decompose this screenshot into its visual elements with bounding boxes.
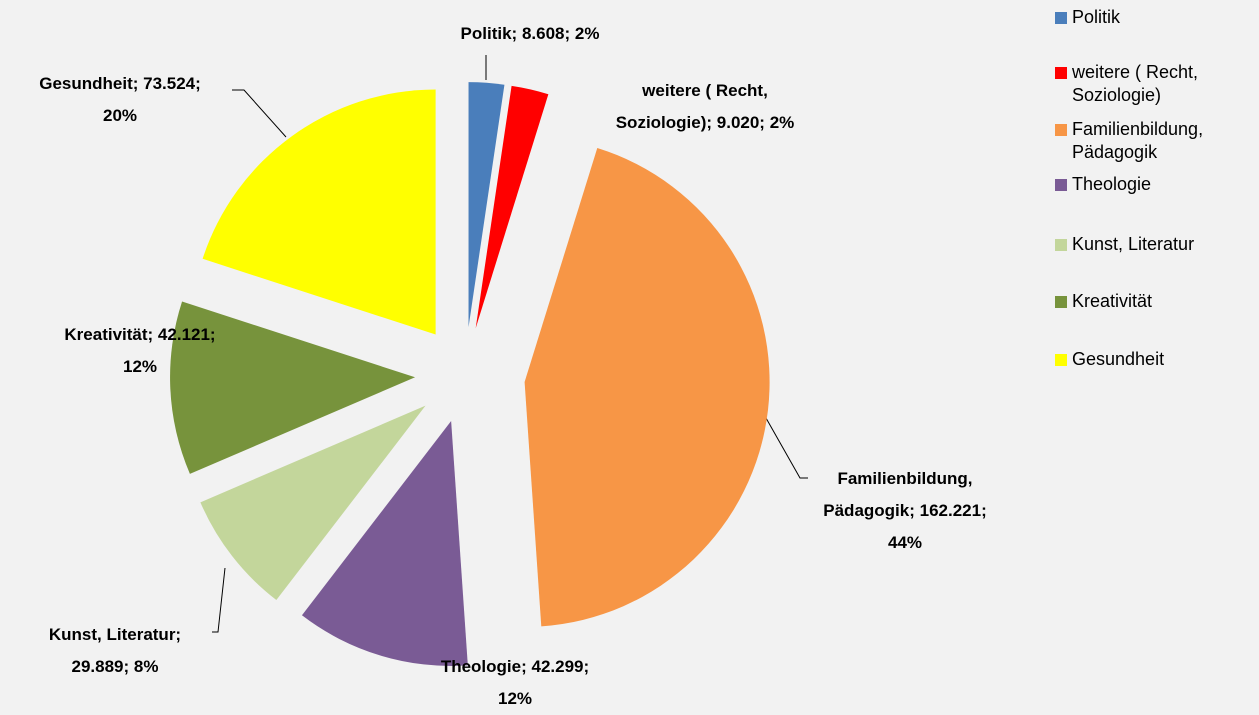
- legend-label-line: Familienbildung,: [1072, 119, 1203, 139]
- data-label-line: Kunst, Literatur;: [49, 625, 181, 644]
- pie-slice: [524, 148, 770, 627]
- leader-line: [212, 567, 226, 633]
- leader-line: [765, 417, 808, 479]
- pie-slice: [301, 420, 468, 666]
- data-label-line: 29.889; 8%: [72, 657, 159, 676]
- legend-label-line: Theologie: [1072, 174, 1151, 194]
- legend-label: Theologie: [1072, 174, 1151, 194]
- data-label-line: 12%: [123, 357, 157, 376]
- legend-label: Kunst, Literatur: [1072, 234, 1194, 254]
- data-label: weitere ( Recht, Soziologie); 9.020; 2%: [616, 81, 795, 132]
- data-label: Theologie; 42.299; 12%: [441, 657, 589, 708]
- legend-label: Kreativität: [1072, 291, 1152, 311]
- legend-swatch: [1055, 124, 1067, 136]
- data-label-line: 20%: [103, 106, 137, 125]
- pie-slice: [475, 85, 549, 329]
- legend-label: Politik: [1072, 7, 1121, 27]
- data-label-line: Gesundheit; 73.524;: [39, 74, 201, 93]
- legend-label-line: Gesundheit: [1072, 349, 1164, 369]
- data-label-line: 44%: [888, 533, 922, 552]
- data-label: Gesundheit; 73.524; 20%: [39, 74, 201, 125]
- data-label-line: Politik; 8.608; 2%: [461, 24, 600, 43]
- data-label-line: Familienbildung,: [837, 469, 972, 488]
- data-label: Familienbildung, Pädagogik; 162.221; 44%: [823, 469, 986, 552]
- data-label-line: weitere ( Recht,: [641, 81, 768, 100]
- pie-slice: [468, 82, 505, 328]
- data-label-line: Pädagogik; 162.221;: [823, 501, 986, 520]
- legend-swatch: [1055, 12, 1067, 24]
- legend-label: Gesundheit: [1072, 349, 1164, 369]
- leader-lines: [212, 55, 808, 633]
- legend-label-line: Politik: [1072, 7, 1121, 27]
- data-label: Kunst, Literatur; 29.889; 8%: [49, 625, 181, 676]
- pie-slice: [200, 405, 426, 601]
- pie-slice: [202, 89, 436, 335]
- legend-label: weitere ( Recht, Soziologie): [1071, 62, 1198, 105]
- legend-swatch: [1055, 354, 1067, 366]
- legend-label: Familienbildung, Pädagogik: [1072, 119, 1203, 162]
- legend-label-line: Kreativität: [1072, 291, 1152, 311]
- legend-swatch: [1055, 67, 1067, 79]
- data-label: Politik; 8.608; 2%: [461, 24, 600, 43]
- legend-label-line: weitere ( Recht,: [1071, 62, 1198, 82]
- data-label-line: Theologie; 42.299;: [441, 657, 589, 676]
- data-label-line: Soziologie); 9.020; 2%: [616, 113, 795, 132]
- legend-swatch: [1055, 239, 1067, 251]
- data-label-line: 12%: [498, 689, 532, 708]
- legend-swatch: [1055, 179, 1067, 191]
- data-label: Kreativität; 42.121; 12%: [64, 325, 215, 376]
- legend-label-line: Kunst, Literatur: [1072, 234, 1194, 254]
- legend-swatch: [1055, 296, 1067, 308]
- legend-label-line: Soziologie): [1072, 85, 1161, 105]
- data-label-line: Kreativität; 42.121;: [64, 325, 215, 344]
- leader-line: [232, 89, 287, 138]
- pie-slice: [170, 301, 416, 474]
- legend-label-line: Pädagogik: [1072, 142, 1158, 162]
